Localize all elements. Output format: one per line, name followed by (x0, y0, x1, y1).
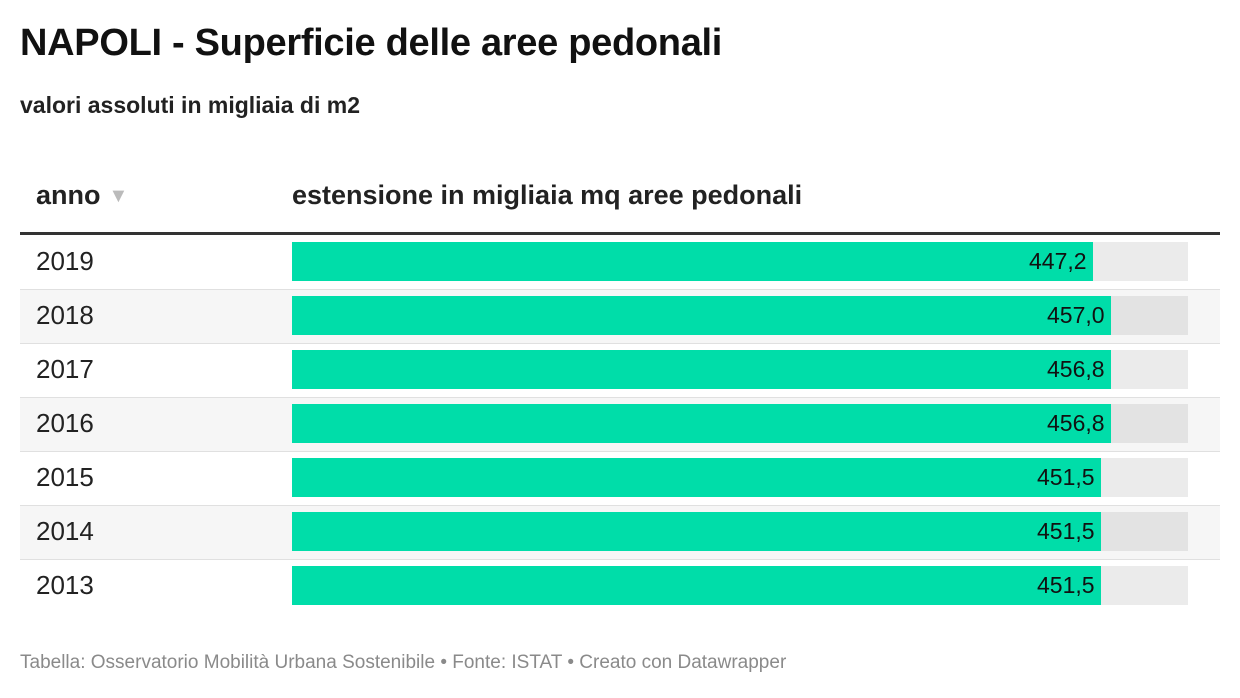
bar-track: 456,8 (292, 404, 1188, 443)
table-row: 2015 451,5 (20, 452, 1220, 506)
chart-subtitle: valori assoluti in migliaia di m2 (20, 92, 360, 118)
year-cell: 2014 (36, 516, 94, 546)
bar-value-label: 451,5 (1037, 518, 1095, 544)
table-row: 2016 456,8 (20, 398, 1220, 452)
table-header: anno ▼ estensione in migliaia mq aree ped… (20, 176, 1220, 235)
bar-value-label: 456,8 (1047, 410, 1105, 436)
bar-track: 456,8 (292, 350, 1188, 389)
bar-value-label: 451,5 (1037, 464, 1095, 490)
sort-down-icon[interactable]: ▼ (108, 185, 129, 207)
bar-track: 451,5 (292, 458, 1188, 497)
bar-value-label: 456,8 (1047, 356, 1105, 382)
bar-track: 447,2 (292, 242, 1188, 281)
bar-value-label: 451,5 (1037, 572, 1095, 598)
table-row: 2017 456,8 (20, 344, 1220, 398)
bar (292, 512, 1101, 551)
bar-track: 451,5 (292, 566, 1188, 605)
column-header-year[interactable]: anno ▼ (36, 180, 128, 211)
year-cell: 2017 (36, 354, 94, 384)
bar (292, 296, 1111, 335)
bar-track: 451,5 (292, 512, 1188, 551)
table-row: 2014 451,5 (20, 506, 1220, 560)
bar (292, 404, 1111, 443)
table-row: 2013 451,5 (20, 560, 1220, 613)
year-cell: 2016 (36, 408, 94, 438)
table-row: 2018 457,0 (20, 290, 1220, 344)
bar (292, 350, 1111, 389)
column-header-year-label: anno (36, 180, 101, 210)
year-cell: 2015 (36, 462, 94, 492)
table-body: 2019 447,2 2018 457,0 2017 456,8 2016 456,8 2015… (20, 236, 1220, 613)
table-row: 2019 447,2 (20, 236, 1220, 290)
chart-footer: Tabella: Osservatorio Mobilità Urbana So… (20, 652, 787, 673)
bar-value-label: 457,0 (1047, 302, 1105, 328)
bar-track: 457,0 (292, 296, 1188, 335)
chart-title: NAPOLI - Superficie delle aree pedonali (20, 22, 723, 64)
bar-value-label: 447,2 (1029, 248, 1087, 274)
year-cell: 2018 (36, 300, 94, 330)
year-cell: 2019 (36, 246, 94, 276)
bar (292, 566, 1101, 605)
bar (292, 458, 1101, 497)
bar (292, 242, 1093, 281)
column-header-value[interactable]: estensione in migliaia mq aree pedonali (292, 180, 803, 210)
year-cell: 2013 (36, 570, 94, 600)
